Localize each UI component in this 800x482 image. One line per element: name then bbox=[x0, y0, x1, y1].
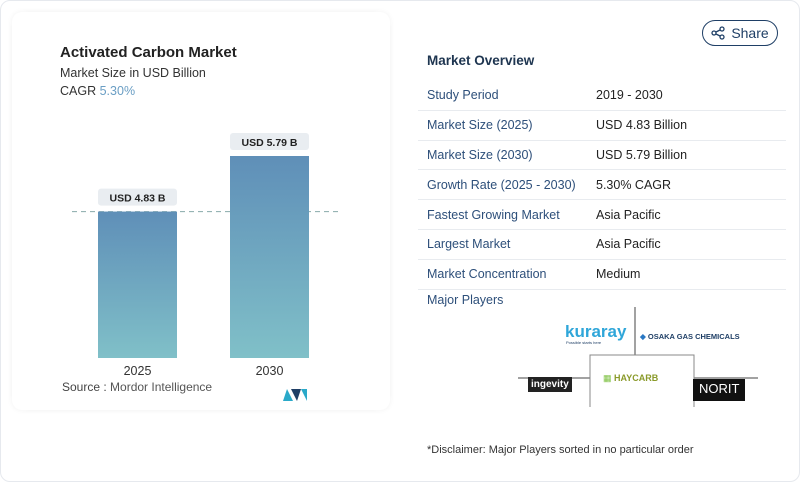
overview-title: Market Overview bbox=[427, 53, 535, 68]
chart-card bbox=[12, 12, 390, 410]
row-value: Medium bbox=[596, 267, 641, 282]
share-label: Share bbox=[731, 25, 769, 41]
row-value: Asia Pacific bbox=[596, 207, 661, 222]
haycarb-name: HAYCARB bbox=[614, 373, 659, 383]
mordor-logo-icon bbox=[283, 389, 307, 401]
major-players-label: Major Players bbox=[427, 293, 504, 307]
table-row: Market Concentration Medium bbox=[418, 260, 786, 290]
source-value: Mordor Intelligence bbox=[110, 380, 213, 394]
norit-logo: NORIT bbox=[693, 379, 746, 401]
row-key: Largest Market bbox=[427, 237, 511, 252]
table-row: Fastest Growing Market Asia Pacific bbox=[418, 200, 786, 230]
row-key: Market Size (2030) bbox=[427, 147, 533, 162]
data-label-bg bbox=[98, 188, 177, 206]
overview-table: Study Period 2019 - 2030 Market Size (202… bbox=[418, 81, 786, 290]
row-key: Market Size (2025) bbox=[427, 118, 533, 133]
row-value: USD 5.79 Billion bbox=[596, 147, 688, 162]
share-button[interactable]: Share bbox=[702, 20, 778, 46]
data-label: USD 5.79 B bbox=[241, 137, 297, 149]
share-icon bbox=[711, 26, 725, 40]
osaka-gas-logo: ◆ OSAKA GAS CHEMICALS bbox=[640, 332, 740, 341]
row-key: Growth Rate (2025 - 2030) bbox=[427, 177, 576, 192]
bar-2030 bbox=[230, 156, 309, 358]
table-row: Market Size (2025) USD 4.83 Billion bbox=[418, 111, 786, 141]
chart-subtitle: Market Size in USD Billion bbox=[60, 66, 206, 80]
osaka-gas-name: OSAKA GAS CHEMICALS bbox=[647, 332, 740, 341]
source: Source : Mordor Intelligence bbox=[62, 380, 212, 394]
haycarb-logo: ▦ HAYCARB bbox=[603, 373, 659, 383]
x-tick-label: 2030 bbox=[256, 364, 284, 378]
table-row: Study Period 2019 - 2030 bbox=[418, 81, 786, 111]
row-value: 2019 - 2030 bbox=[596, 88, 663, 103]
bar-2025 bbox=[98, 211, 177, 358]
disclaimer: *Disclaimer: Major Players sorted in no … bbox=[427, 444, 694, 456]
table-row: Market Size (2030) USD 5.79 Billion bbox=[418, 141, 786, 171]
kuraray-tagline: Possible starts here bbox=[566, 340, 602, 345]
cagr-label: CAGR bbox=[60, 84, 97, 98]
bar-chart: USD 4.83 B 2025 USD 5.79 B 2030 bbox=[72, 133, 338, 378]
kuraray-logo: kuraray bbox=[565, 322, 627, 341]
row-value: Asia Pacific bbox=[596, 237, 661, 252]
row-value: 5.30% CAGR bbox=[596, 177, 672, 192]
chart-title: Activated Carbon Market bbox=[60, 44, 237, 61]
data-label: USD 4.83 B bbox=[109, 193, 165, 205]
cagr-value: 5.30% bbox=[99, 84, 136, 98]
row-key: Study Period bbox=[427, 88, 499, 103]
source-label: Source : bbox=[62, 380, 107, 394]
x-tick-label: 2025 bbox=[124, 364, 152, 378]
row-key: Market Concentration bbox=[427, 267, 547, 282]
table-row: Growth Rate (2025 - 2030) 5.30% CAGR bbox=[418, 170, 786, 201]
ingevity-logo: ingevity bbox=[528, 377, 572, 392]
row-key: Fastest Growing Market bbox=[427, 207, 560, 222]
cagr-text: CAGR 5.30% bbox=[60, 84, 135, 98]
table-row: Largest Market Asia Pacific bbox=[418, 230, 786, 260]
row-value: USD 4.83 Billion bbox=[596, 118, 688, 133]
players-grid-lines bbox=[518, 307, 758, 407]
data-label-bg bbox=[230, 133, 309, 150]
